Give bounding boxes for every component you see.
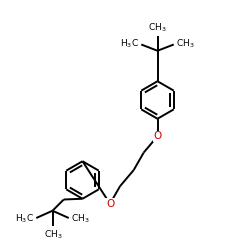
- Text: O: O: [154, 131, 162, 141]
- Text: CH$_3$: CH$_3$: [148, 22, 167, 34]
- Text: H$_3$C: H$_3$C: [15, 213, 34, 225]
- Text: CH$_3$: CH$_3$: [44, 228, 63, 241]
- Text: CH$_3$: CH$_3$: [71, 213, 90, 225]
- Text: CH$_3$: CH$_3$: [176, 37, 195, 50]
- Text: O: O: [106, 199, 114, 209]
- Text: H$_3$C: H$_3$C: [120, 37, 139, 50]
